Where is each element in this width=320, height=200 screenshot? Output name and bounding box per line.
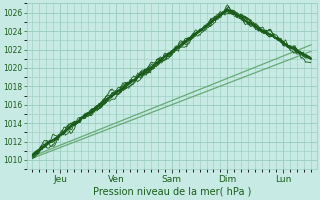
X-axis label: Pression niveau de la mer( hPa ): Pression niveau de la mer( hPa ): [92, 187, 251, 197]
